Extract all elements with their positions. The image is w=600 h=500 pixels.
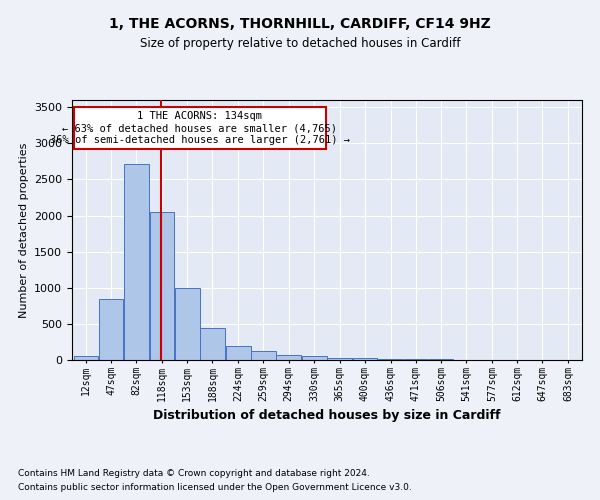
Bar xyxy=(379,359,403,360)
Bar xyxy=(251,350,275,360)
Bar xyxy=(302,356,326,360)
Bar xyxy=(353,358,377,360)
Text: 1 THE ACORNS: 134sqm: 1 THE ACORNS: 134sqm xyxy=(137,112,262,122)
Y-axis label: Number of detached properties: Number of detached properties xyxy=(19,142,29,318)
Bar xyxy=(277,355,301,360)
Text: Contains HM Land Registry data © Crown copyright and database right 2024.: Contains HM Land Registry data © Crown c… xyxy=(18,468,370,477)
Bar xyxy=(150,212,175,360)
Text: Contains public sector information licensed under the Open Government Licence v3: Contains public sector information licen… xyxy=(18,484,412,492)
FancyBboxPatch shape xyxy=(74,107,326,149)
Bar xyxy=(99,300,124,360)
Bar xyxy=(226,346,251,360)
Text: 36% of semi-detached houses are larger (2,761) →: 36% of semi-detached houses are larger (… xyxy=(50,135,350,145)
Text: 1, THE ACORNS, THORNHILL, CARDIFF, CF14 9HZ: 1, THE ACORNS, THORNHILL, CARDIFF, CF14 … xyxy=(109,18,491,32)
Bar xyxy=(200,328,224,360)
Text: Size of property relative to detached houses in Cardiff: Size of property relative to detached ho… xyxy=(140,38,460,51)
Bar xyxy=(175,288,200,360)
Bar xyxy=(328,358,352,360)
Bar xyxy=(124,164,149,360)
X-axis label: Distribution of detached houses by size in Cardiff: Distribution of detached houses by size … xyxy=(153,409,501,422)
Bar xyxy=(74,356,98,360)
Text: ← 63% of detached houses are smaller (4,765): ← 63% of detached houses are smaller (4,… xyxy=(62,123,337,133)
